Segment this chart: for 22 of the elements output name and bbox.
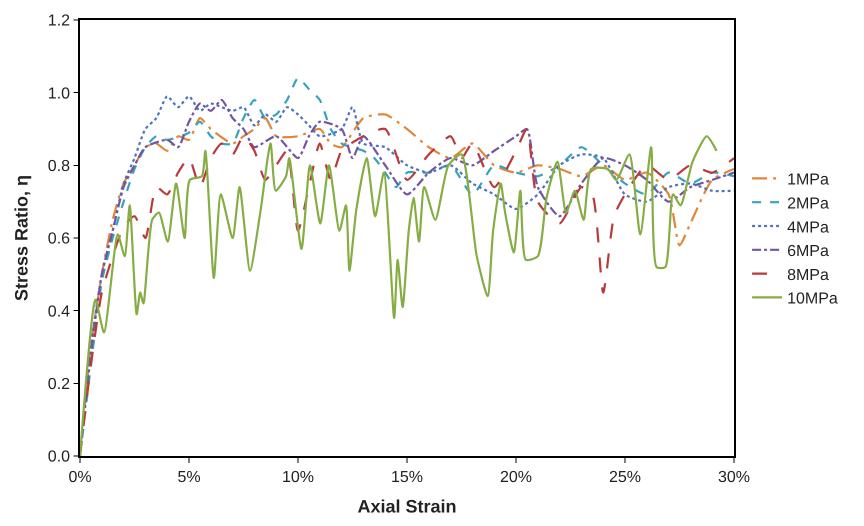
y-tick-label: 1.0 xyxy=(48,85,70,102)
y-tick-label: 0.4 xyxy=(48,303,70,320)
legend-label: 2MPa xyxy=(787,195,829,212)
y-tick-label: 0.2 xyxy=(48,376,70,393)
x-tick-label: 5% xyxy=(177,468,201,486)
legend-label: 8MPa xyxy=(787,266,829,284)
x-tick-label: 10% xyxy=(282,468,314,486)
y-tick-label: 1.2 xyxy=(48,12,70,30)
legend-label: 6MPa xyxy=(787,243,829,260)
x-tick-label: 25% xyxy=(608,468,642,486)
x-tick-label: 30% xyxy=(718,468,750,486)
x-tick-label: 15% xyxy=(390,468,424,486)
y-axis-title: Stress Ratio, η xyxy=(12,174,32,302)
legend-label: 4MPa xyxy=(787,219,829,236)
y-tick-label: 0.8 xyxy=(48,158,70,175)
x-tick-label: 20% xyxy=(500,468,532,486)
legend-label: 1MPa xyxy=(787,172,829,189)
legend-label: 10MPa xyxy=(787,290,838,308)
y-tick-label: 0.0 xyxy=(48,448,70,466)
x-tick-label: 0% xyxy=(68,468,92,486)
x-axis-title: Axial Strain xyxy=(357,496,457,517)
y-tick-label: 0.6 xyxy=(48,230,70,248)
